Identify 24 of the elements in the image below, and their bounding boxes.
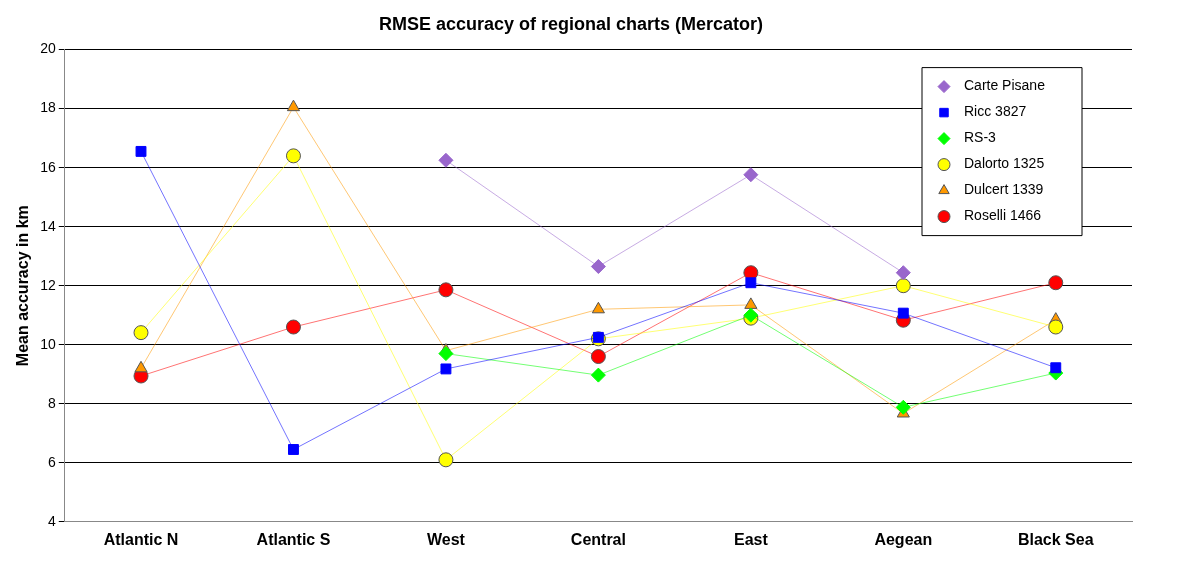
- legend-label: Dalorto 1325: [964, 155, 1045, 172]
- x-tick-label: Aegean: [874, 530, 933, 548]
- y-axis-title: Mean accuracy in km: [14, 205, 32, 367]
- chart-title: RMSE accuracy of regional charts (Mercator): [378, 13, 764, 34]
- y-tick-label: 20: [40, 40, 56, 57]
- legend-label: Roselli 1466: [964, 207, 1042, 224]
- legend-label: Dulcert 1339: [964, 181, 1044, 198]
- y-tick-label: 10: [40, 335, 56, 352]
- y-tick-label: 14: [40, 217, 56, 234]
- x-tick-label: Atlantic S: [256, 530, 331, 548]
- x-tick-label: Atlantic N: [103, 530, 179, 548]
- legend-label: RS-3: [964, 129, 997, 146]
- x-tick-label: Central: [570, 530, 626, 548]
- legend-label: Carte Pisane: [964, 77, 1046, 94]
- y-tick-label: 8: [47, 394, 56, 411]
- x-tick-label: East: [733, 530, 769, 548]
- y-tick-label: 18: [40, 99, 56, 116]
- y-tick-label: 6: [47, 453, 56, 470]
- y-tick-label: 4: [47, 512, 56, 529]
- y-tick-label: 16: [40, 158, 56, 175]
- x-tick-label: West: [426, 530, 466, 548]
- y-tick-label: 12: [40, 276, 56, 293]
- x-tick-label: Black Sea: [1017, 530, 1094, 548]
- legend-label: Ricc 3827: [964, 103, 1027, 120]
